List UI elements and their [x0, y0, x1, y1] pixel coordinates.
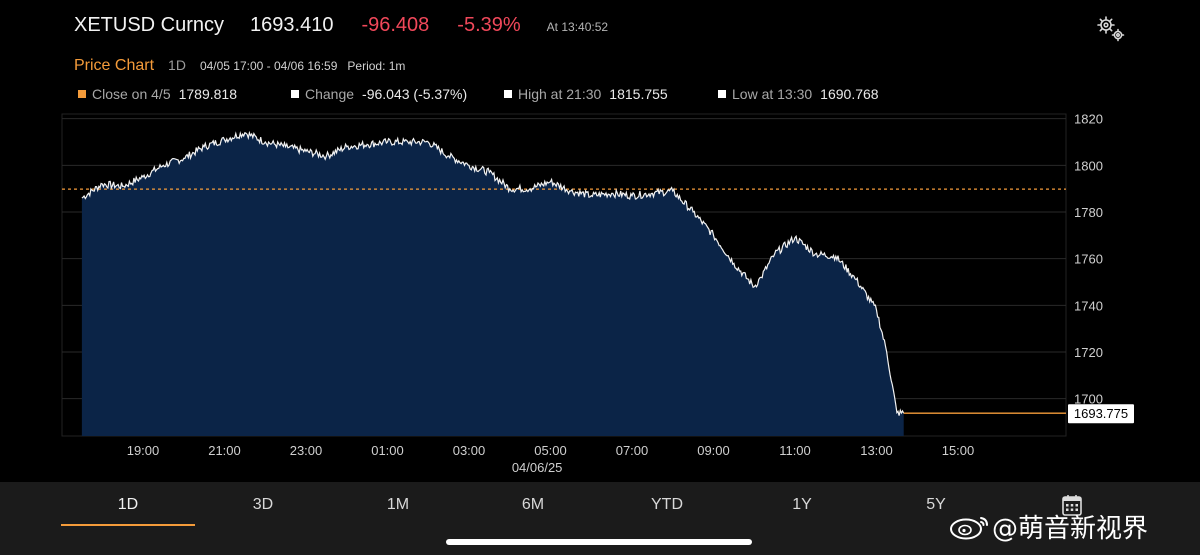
y-tick-label: 1780 — [1074, 205, 1103, 220]
chart-title-row: Price Chart 1D 04/05 17:00 - 04/06 16:59… — [74, 57, 405, 75]
x-tick-label: 13:00 — [860, 443, 893, 458]
tab-5y[interactable]: 5Y — [926, 496, 946, 513]
y-tick-label: 1740 — [1074, 298, 1103, 313]
legend-change-label: Change — [305, 86, 355, 102]
legend-close-label: Close on 4/5 — [92, 86, 171, 102]
x-tick-label: 07:00 — [616, 443, 649, 458]
legend-change-value: -96.043 (-5.37%) — [362, 86, 468, 102]
legend-high-value: 1815.755 — [609, 86, 668, 102]
gear-icon[interactable] — [1094, 14, 1128, 44]
tab-1d[interactable]: 1D — [117, 496, 139, 513]
chart-range: 1D — [168, 57, 186, 73]
quote-header: XETUSD Curncy 1693.410 -96.408 -5.39% At… — [74, 14, 608, 46]
x-tick-label: 21:00 — [208, 443, 241, 458]
last-price-box — [1068, 404, 1134, 424]
tab-ytd[interactable]: YTD — [651, 496, 683, 513]
legend-close: Close on 4/5 1789.818 — [78, 86, 237, 102]
x-tick-label: 11:00 — [779, 443, 811, 458]
price-area — [81, 132, 904, 436]
x-tick-label: 09:00 — [697, 443, 730, 458]
legend-high: High at 21:30 1815.755 — [504, 86, 668, 102]
legend-change: Change -96.043 (-5.37%) — [291, 86, 467, 102]
legend-high-label: High at 21:30 — [518, 86, 602, 102]
last-price-label: 1693.775 — [1074, 406, 1128, 421]
y-tick-label: 1800 — [1074, 158, 1103, 173]
percent-change: -5.39% — [457, 14, 521, 36]
tab-3d[interactable]: 3D — [252, 496, 274, 513]
calendar-icon[interactable] — [1062, 494, 1082, 516]
y-tick-label: 1820 — [1074, 112, 1103, 127]
legend-low-label: Low at 13:30 — [732, 86, 813, 102]
net-change: -96.408 — [361, 14, 430, 36]
chart-title: Price Chart — [74, 57, 155, 74]
chart-date-range: 04/05 17:00 - 04/06 16:59 — [199, 59, 338, 73]
price-chart-svg[interactable]: 1700 1720 1740 1760 1780 1800 1820 19:00 21:00 23… — [0, 110, 1200, 480]
as-of-time: At 13:40:52 — [546, 20, 609, 34]
tab-6m[interactable]: 6M — [521, 496, 545, 513]
y-tick-label: 1720 — [1074, 345, 1103, 360]
legend-low-marker — [718, 90, 726, 98]
home-indicator[interactable] — [446, 539, 752, 545]
price-chart[interactable]: 1700 1720 1740 1760 1780 1800 1820 19:00 21:00 23… — [0, 110, 1200, 480]
watermark-handle: @萌音新视界 — [992, 514, 1149, 544]
x-tick-label: 03:00 — [453, 443, 486, 458]
weibo-icon — [948, 514, 992, 540]
chart-period: Period: 1m — [347, 59, 406, 73]
ticker-symbol: XETUSD Curncy — [74, 14, 225, 36]
last-price: 1693.410 — [250, 14, 334, 36]
y-tick-label: 1700 — [1074, 392, 1103, 407]
legend-close-marker — [78, 90, 86, 98]
x-tick-label: 15:00 — [942, 443, 975, 458]
watermark: @萌音新视界 — [948, 508, 1148, 545]
price-line — [81, 130, 905, 416]
x-tick-label: 05:00 — [534, 443, 567, 458]
date-label: 04/06/25 — [512, 460, 563, 475]
x-tick-label: 23:00 — [290, 443, 323, 458]
legend-low-value: 1690.768 — [820, 86, 879, 102]
range-tab-bar: 1D 3D 1M 6M YTD 1Y 5Y @萌音新视界 — [0, 482, 1200, 555]
x-tick-label: 19:00 — [127, 443, 160, 458]
legend-low: Low at 13:30 1690.768 — [718, 86, 879, 102]
x-tick-label: 01:00 — [371, 443, 404, 458]
tab-1m[interactable]: 1M — [386, 496, 410, 513]
active-tab-indicator — [61, 524, 195, 526]
legend-high-marker — [504, 90, 512, 98]
y-tick-label: 1760 — [1074, 252, 1103, 267]
legend-change-marker — [291, 90, 299, 98]
legend-close-value: 1789.818 — [178, 86, 238, 102]
tab-1y[interactable]: 1Y — [792, 496, 812, 513]
